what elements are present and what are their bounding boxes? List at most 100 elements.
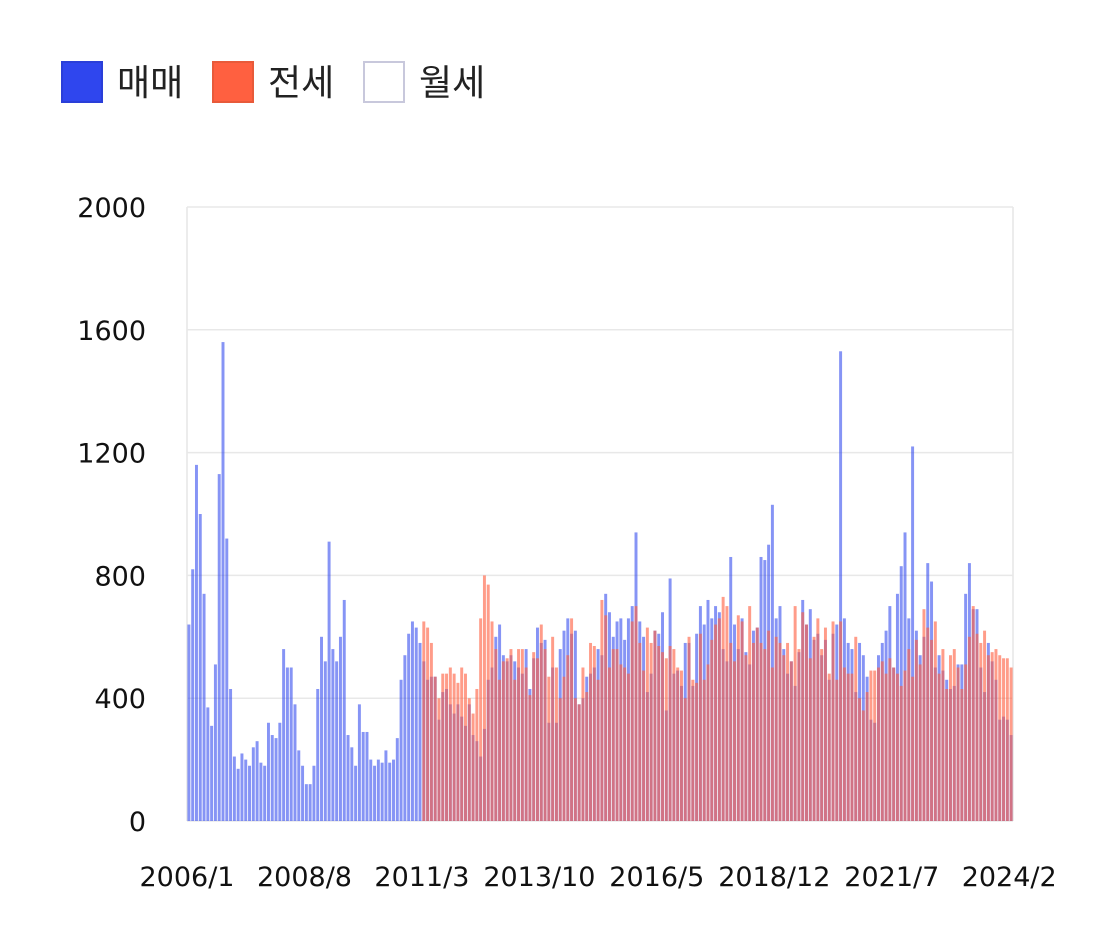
bar bbox=[539, 624, 543, 821]
bar bbox=[755, 627, 759, 821]
bar bbox=[619, 664, 623, 821]
bar bbox=[914, 639, 918, 821]
bar bbox=[600, 599, 604, 821]
bar bbox=[429, 642, 433, 821]
bar bbox=[399, 679, 403, 821]
bar bbox=[763, 649, 767, 821]
bar bbox=[448, 667, 452, 821]
bar bbox=[717, 618, 721, 821]
bar bbox=[274, 738, 278, 821]
bar bbox=[566, 655, 570, 821]
legend-item-maemae[interactable]: 매매 bbox=[61, 61, 183, 104]
bar bbox=[653, 630, 657, 821]
bar bbox=[930, 639, 934, 821]
bar bbox=[835, 679, 839, 821]
bar bbox=[338, 636, 342, 821]
bar bbox=[679, 670, 683, 821]
bar bbox=[786, 642, 790, 821]
bar bbox=[888, 658, 892, 821]
bar bbox=[960, 688, 964, 821]
bar bbox=[986, 655, 990, 821]
bar bbox=[320, 636, 323, 821]
bar bbox=[695, 682, 699, 821]
bar bbox=[312, 765, 316, 821]
bar bbox=[861, 710, 865, 821]
bar bbox=[384, 750, 388, 821]
bar bbox=[471, 713, 475, 821]
bar bbox=[558, 698, 562, 821]
bar bbox=[380, 762, 384, 821]
y-tick-label: 400 bbox=[94, 684, 146, 715]
x-tick-label: 2021/7 bbox=[844, 862, 939, 893]
bar bbox=[714, 624, 718, 821]
y-axis: 0 400 800 1200 1600 2000 bbox=[77, 193, 146, 838]
bar bbox=[289, 667, 293, 821]
bars bbox=[187, 342, 1013, 821]
bar bbox=[672, 649, 676, 821]
bar bbox=[668, 646, 672, 821]
bar bbox=[964, 664, 968, 821]
bar bbox=[941, 649, 945, 821]
bar bbox=[433, 676, 437, 821]
bar bbox=[805, 624, 808, 821]
x-tick-label: 2006/1 bbox=[140, 862, 235, 893]
bar bbox=[877, 667, 880, 821]
x-tick-label: 2018/12 bbox=[718, 862, 830, 893]
bar bbox=[911, 446, 915, 821]
bar bbox=[543, 649, 547, 821]
bar bbox=[270, 735, 274, 821]
bar bbox=[892, 667, 896, 821]
bar bbox=[577, 704, 581, 821]
bar bbox=[232, 756, 236, 821]
x-tick-label: 2024/2 bbox=[962, 862, 1057, 893]
bar bbox=[698, 633, 702, 821]
bar bbox=[418, 642, 422, 821]
bar bbox=[759, 642, 763, 821]
bar bbox=[1002, 658, 1006, 821]
bar bbox=[369, 759, 373, 821]
legend-item-wolse[interactable]: 월세 bbox=[363, 61, 485, 104]
bar bbox=[210, 725, 214, 821]
bar bbox=[410, 621, 414, 821]
bar bbox=[346, 735, 350, 821]
bar bbox=[422, 621, 426, 821]
legend-swatch-maemae bbox=[61, 61, 103, 103]
bar bbox=[335, 661, 339, 821]
bar bbox=[194, 464, 198, 821]
bar bbox=[748, 606, 752, 821]
bar bbox=[395, 738, 399, 821]
bar bbox=[979, 642, 983, 821]
bar bbox=[751, 642, 755, 821]
bar bbox=[304, 784, 308, 821]
bar bbox=[801, 612, 805, 821]
legend-item-jeonse[interactable]: 전세 bbox=[212, 61, 334, 104]
bar bbox=[213, 664, 217, 821]
bar bbox=[710, 639, 714, 821]
legend-label-jeonse: 전세 bbox=[268, 63, 334, 104]
bar bbox=[630, 621, 634, 821]
bar bbox=[229, 688, 233, 821]
bar bbox=[528, 695, 532, 821]
bar bbox=[490, 621, 494, 821]
bar bbox=[994, 649, 998, 821]
bar bbox=[971, 606, 975, 821]
bar bbox=[524, 667, 528, 821]
bar bbox=[820, 649, 824, 821]
bar bbox=[551, 636, 555, 821]
y-tick-label: 2000 bbox=[77, 193, 146, 224]
bar bbox=[554, 667, 558, 821]
bar bbox=[248, 765, 251, 821]
bar bbox=[513, 679, 517, 821]
x-tick-label: 2013/10 bbox=[483, 862, 595, 893]
legend-swatch-wolse bbox=[363, 61, 405, 103]
bar bbox=[562, 676, 566, 821]
bar bbox=[952, 649, 956, 821]
bar bbox=[702, 679, 706, 821]
bar bbox=[520, 649, 524, 821]
bar bbox=[740, 621, 744, 821]
bar bbox=[225, 538, 229, 821]
bar bbox=[683, 698, 687, 821]
bar bbox=[464, 673, 467, 821]
bar bbox=[926, 627, 930, 821]
